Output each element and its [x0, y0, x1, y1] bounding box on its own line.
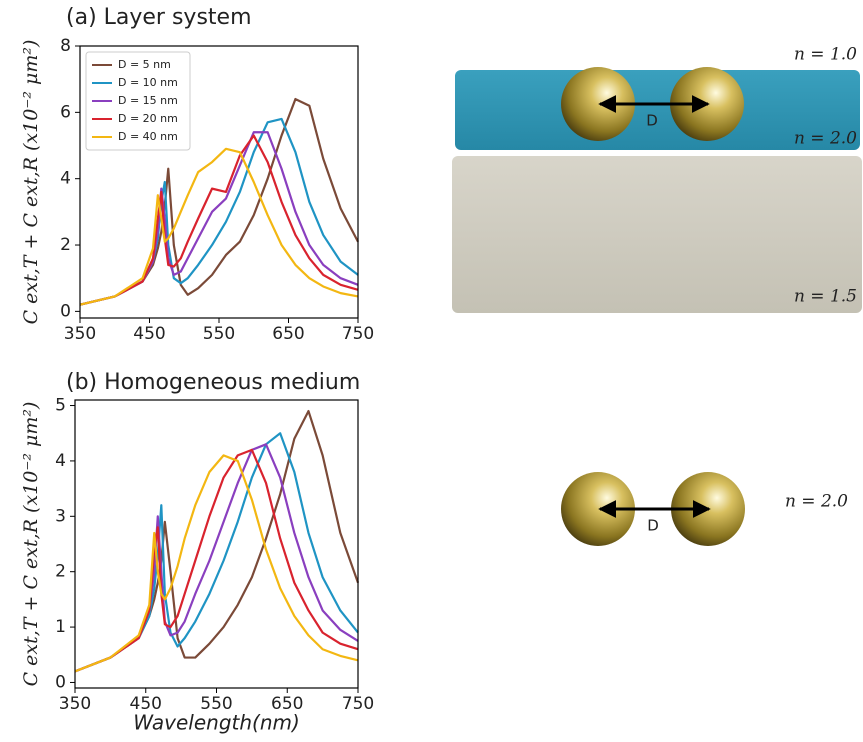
y-tick-label: 4	[55, 451, 66, 471]
y-axis-label: C ext,T + C ext,R (x10⁻² μm²)	[20, 40, 42, 325]
series-line	[79, 131, 359, 306]
x-tick-label: 450	[133, 324, 165, 344]
y-tick-label: 2	[55, 562, 66, 582]
legend-label: D = 15 nm	[118, 94, 178, 107]
separation-label: D	[647, 517, 659, 535]
x-tick-label: 650	[272, 324, 304, 344]
x-axis-label: Wavelength(nm)	[133, 711, 300, 735]
series-line	[74, 454, 359, 673]
y-tick-label: 4	[60, 169, 71, 189]
x-tick-label: 450	[130, 694, 162, 714]
series-line	[74, 443, 359, 673]
y-tick-label: 3	[55, 506, 66, 526]
chart-title: (b) Homogeneous medium	[66, 370, 360, 395]
index-label: n = 2.0	[785, 492, 848, 512]
plot-frame	[79, 45, 359, 319]
legend-label: D = 40 nm	[118, 130, 178, 143]
x-tick-label: 350	[64, 324, 96, 344]
y-tick-label: 0	[55, 672, 66, 692]
x-tick-label: 550	[200, 694, 232, 714]
plot-frame	[74, 399, 359, 689]
sphere	[561, 472, 635, 546]
x-tick-label: 750	[342, 324, 374, 344]
series-line	[74, 448, 359, 673]
y-tick-label: 1	[55, 617, 66, 637]
series-line	[74, 432, 359, 673]
x-tick-label: 650	[271, 694, 303, 714]
index-label: n = 2.0	[794, 129, 857, 149]
y-tick-label: 6	[60, 102, 71, 122]
series-line	[74, 409, 360, 673]
index-label: n = 1.0	[794, 45, 857, 65]
y-tick-label: 2	[60, 235, 71, 255]
legend-label: D = 5 nm	[118, 58, 171, 71]
homogeneous-illustration: D n = 2.0	[561, 472, 848, 546]
y-axis-label: C ext,T + C ext,R (x10⁻² μm²)	[20, 402, 42, 687]
index-label: n = 1.5	[794, 287, 857, 307]
legend-label: D = 10 nm	[118, 76, 178, 89]
sphere	[561, 67, 635, 141]
legend-box	[85, 51, 191, 151]
y-tick-label: 0	[60, 301, 71, 321]
x-tick-label: 550	[203, 324, 235, 344]
separation-label: D	[646, 112, 658, 130]
x-tick-label: 750	[342, 694, 374, 714]
layer-illustration: D n = 1.0 n = 2.0 n = 1.5	[452, 45, 862, 313]
legend-label: D = 20 nm	[118, 112, 178, 125]
y-tick-label: 8	[60, 36, 71, 56]
series-line	[79, 134, 359, 306]
substrate	[452, 156, 862, 313]
x-tick-label: 350	[59, 694, 91, 714]
y-tick-label: 5	[55, 396, 66, 416]
series-line	[79, 97, 359, 306]
chart-title: (a) Layer system	[66, 5, 252, 30]
series-line	[79, 147, 359, 306]
